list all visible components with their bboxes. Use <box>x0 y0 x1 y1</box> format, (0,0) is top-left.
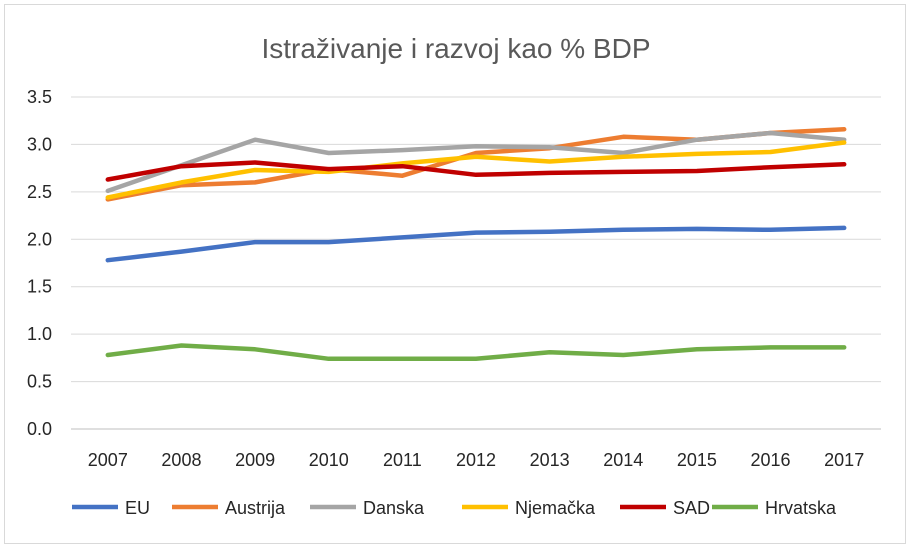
series-lines <box>105 127 847 362</box>
series-line-eu <box>105 225 847 263</box>
legend-label: Njemačka <box>515 498 596 518</box>
x-tick-label: 2011 <box>383 450 422 470</box>
y-axis-ticks: 0.0 0.5 1.0 1.5 2.0 2.5 3.0 3.5 <box>27 87 52 439</box>
x-tick-label: 2014 <box>603 450 643 470</box>
y-tick-label: 1.0 <box>27 324 52 344</box>
x-tick-label: 2016 <box>751 450 791 470</box>
series-line-sad <box>105 160 847 182</box>
legend-label: SAD <box>673 498 710 518</box>
legend-item: Austrija <box>172 498 286 518</box>
y-tick-label: 3.0 <box>27 134 52 154</box>
legend-label: Austrija <box>225 498 286 518</box>
y-tick-label: 0.0 <box>27 419 52 439</box>
legend-label: Danska <box>363 498 425 518</box>
legend: EU Austrija Danska Njemačka SAD Hrvatska <box>72 498 837 518</box>
x-tick-label: 2008 <box>161 450 201 470</box>
y-tick-label: 1.5 <box>27 277 52 297</box>
legend-item: SAD <box>620 498 710 518</box>
legend-label: Hrvatska <box>765 498 837 518</box>
y-tick-label: 3.5 <box>27 87 52 107</box>
x-tick-label: 2017 <box>824 450 864 470</box>
legend-item: Hrvatska <box>712 498 837 518</box>
chart-frame <box>4 4 906 544</box>
x-tick-label: 2007 <box>88 450 128 470</box>
y-tick-label: 0.5 <box>27 372 52 392</box>
x-tick-label: 2012 <box>456 450 496 470</box>
x-tick-label: 2009 <box>235 450 275 470</box>
series-line-hrvatska <box>105 343 847 362</box>
legend-item: EU <box>72 498 150 518</box>
series-line-danska <box>105 130 847 194</box>
legend-item: Njemačka <box>462 498 596 518</box>
chart-title: Istraživanje i razvoj kao % BDP <box>261 33 650 64</box>
gridlines <box>71 96 881 430</box>
x-axis-ticks: 2007 2008 2009 2010 2011 2012 2013 2014 2015 2016… <box>88 450 864 470</box>
y-tick-label: 2.0 <box>27 229 52 249</box>
legend-item: Danska <box>310 498 425 518</box>
y-tick-label: 2.5 <box>27 182 52 202</box>
legend-label: EU <box>125 498 150 518</box>
x-tick-label: 2015 <box>677 450 717 470</box>
x-tick-label: 2013 <box>530 450 570 470</box>
x-tick-label: 2010 <box>309 450 349 470</box>
series-line-njemačka <box>105 140 847 200</box>
